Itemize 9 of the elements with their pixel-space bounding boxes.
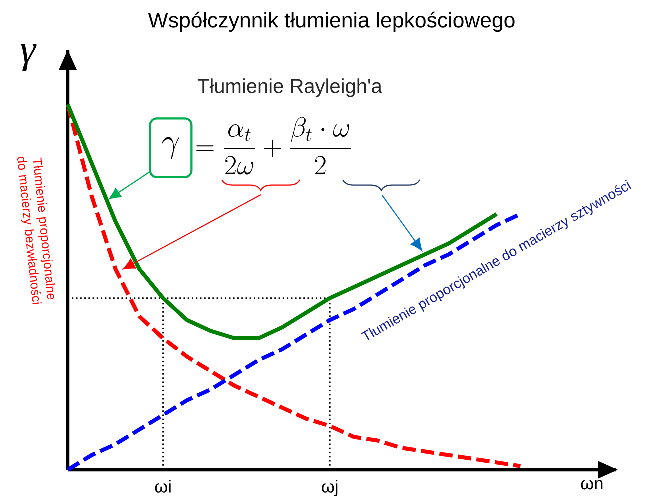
annotation: $\gamma$ [162,137,180,159]
x-tick-label: ωj [322,480,338,496]
x-tick-label: ωi [155,480,171,493]
y-axis-title: γ [20,44,37,72]
text: Tłumienie proporcjonalne do macierzy bezwładności [17,157,56,304]
chart-title: Współczynnik tłumienia lepkościowego [148,12,515,32]
text: Tłumienie Rayleigh'a [198,78,382,98]
x-tick-label: ωn [581,480,603,490]
annotation: $=\frac{\alpha_t}{2\omega}+\frac{\beta_t\cdot\omega}{2}$ [196,117,351,175]
